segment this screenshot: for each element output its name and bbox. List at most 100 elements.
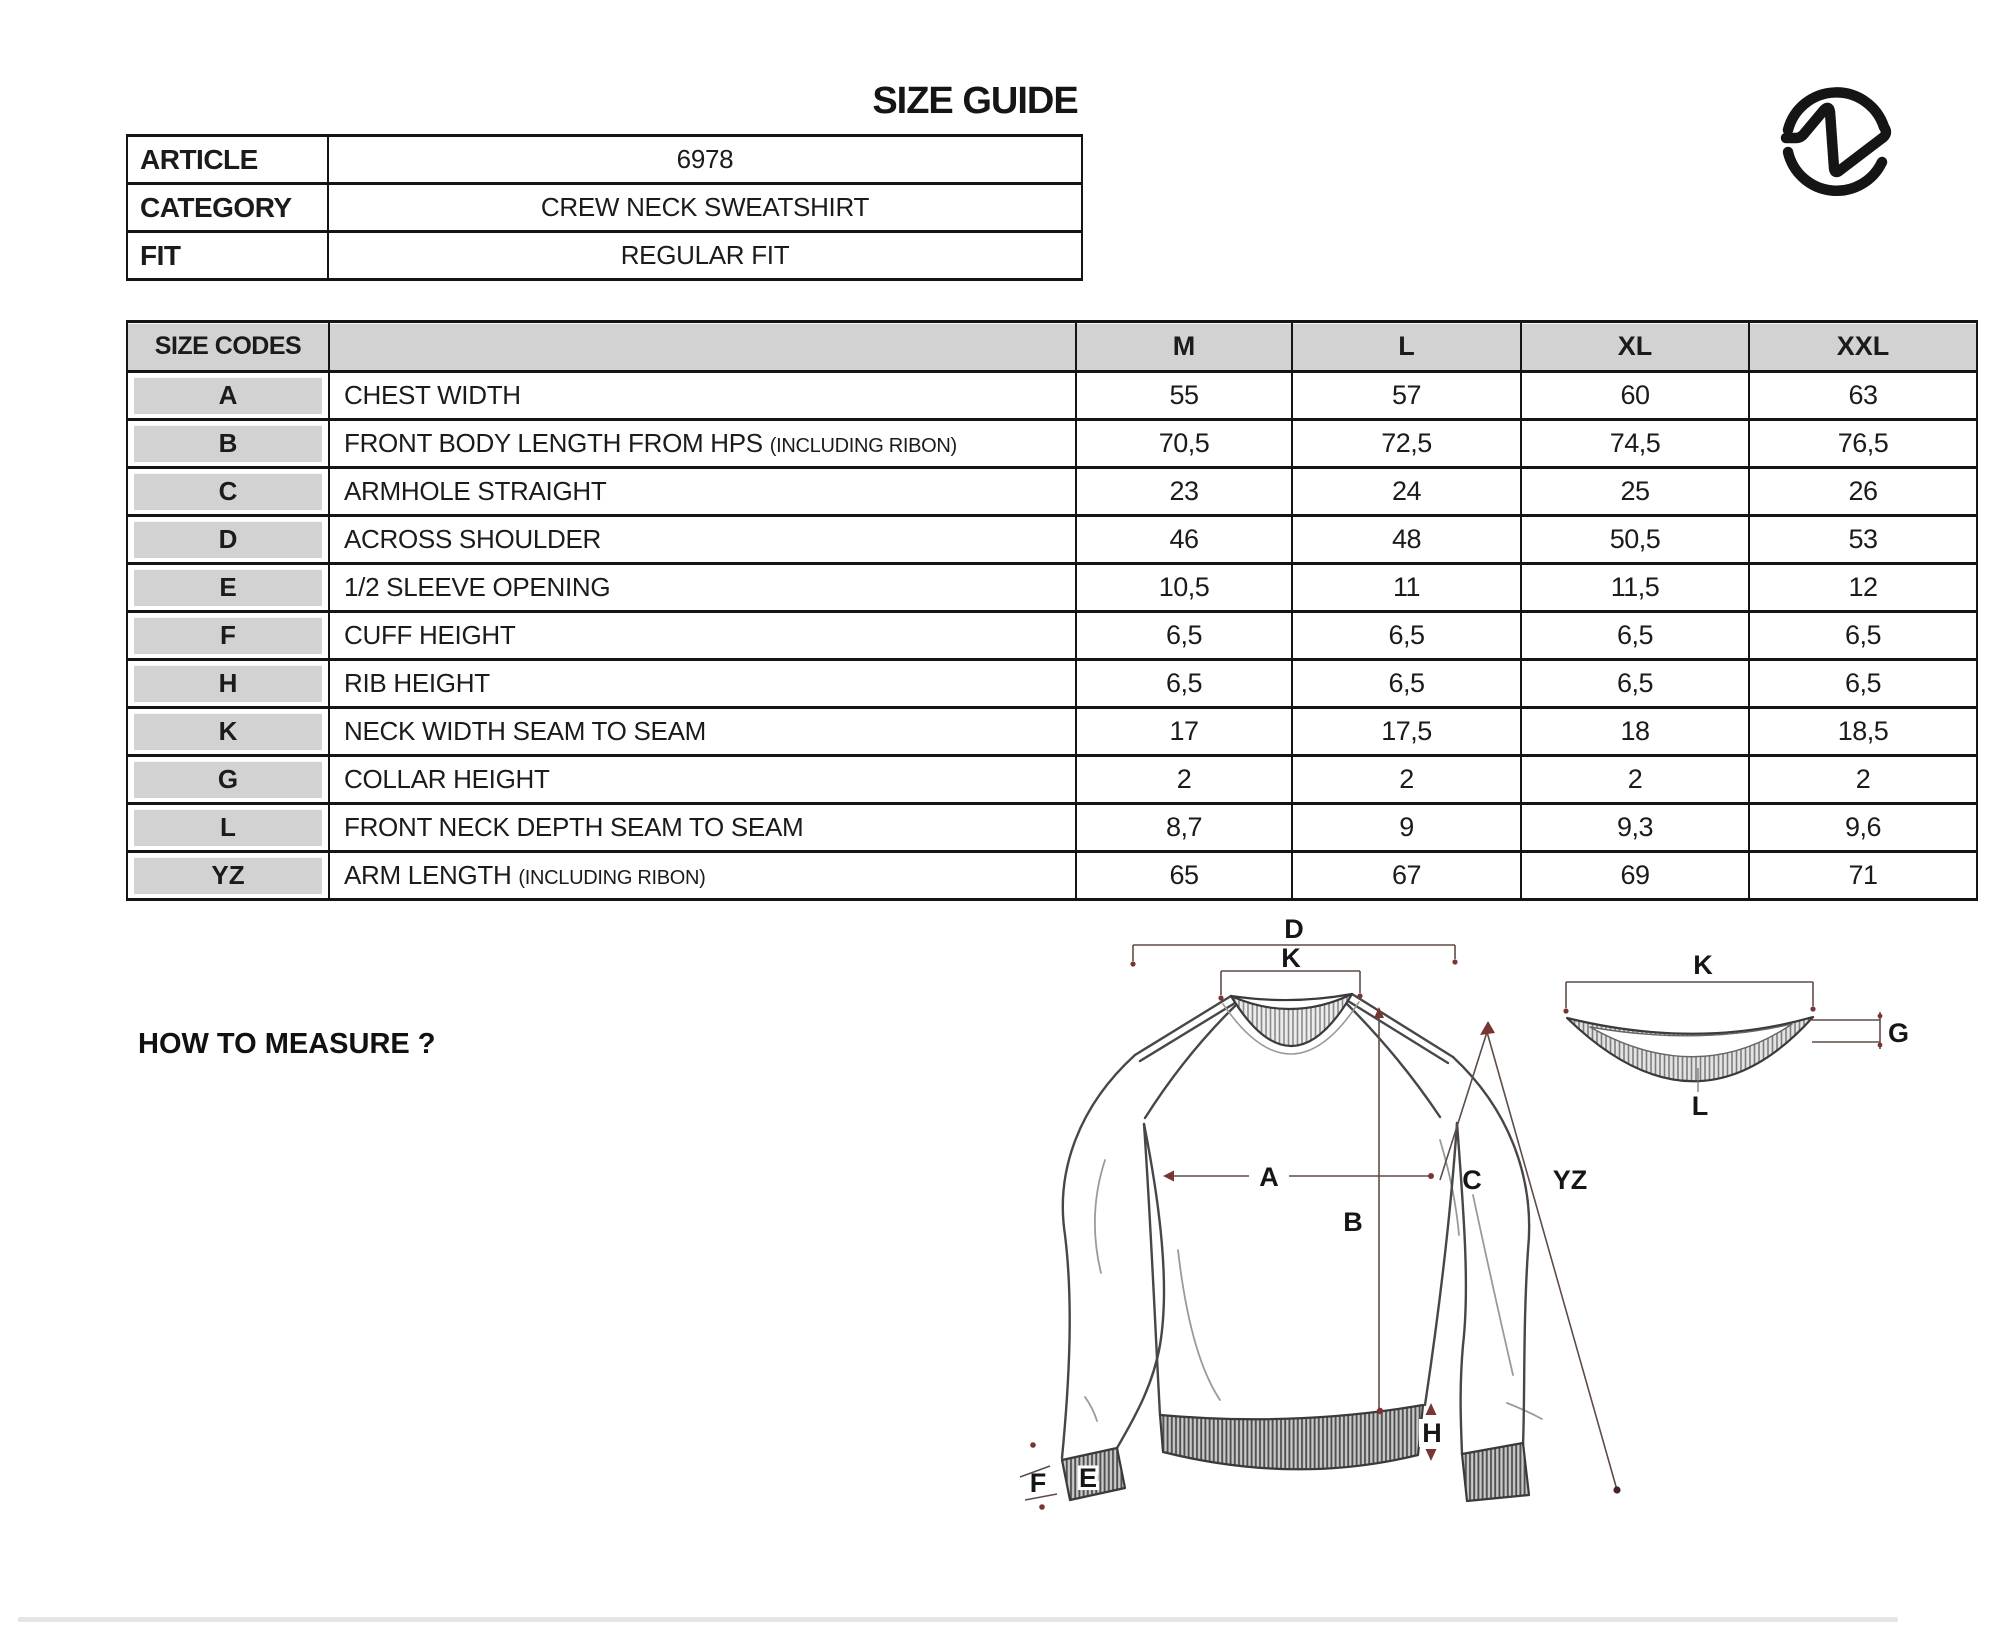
table-row: F CUFF HEIGHT 6,5 6,5 6,5 6,5	[126, 610, 1978, 661]
measure-desc-cell: ARM LENGTH (INCLUDING RIBON)	[328, 850, 1077, 901]
size-code-cell: D	[134, 521, 322, 558]
value-xxl: 76,5	[1748, 418, 1978, 469]
table-row: A CHEST WIDTH 55 57 60 63	[126, 370, 1978, 421]
measure-label-h: H	[1422, 1418, 1442, 1448]
value-l: 24	[1291, 466, 1522, 517]
collar-back-line	[1230, 992, 1353, 1002]
table-row: K NECK WIDTH SEAM TO SEAM 17 17,5 18 18,…	[126, 706, 1978, 757]
value-m: 17	[1075, 706, 1293, 757]
size-code-cell: YZ	[134, 857, 322, 894]
value-xl: 18	[1520, 706, 1750, 757]
value-m: 6,5	[1075, 610, 1293, 661]
value-xxl: 26	[1748, 466, 1978, 517]
measure-desc-cell: ACROSS SHOULDER	[328, 514, 1077, 565]
label-bg	[1419, 1419, 1445, 1447]
size-code-cell: K	[134, 713, 322, 750]
measure-desc-cell: 1/2 SLEEVE OPENING	[328, 562, 1077, 613]
table-row: H RIB HEIGHT 6,5 6,5 6,5 6,5	[126, 658, 1978, 709]
table-row: C ARMHOLE STRAIGHT 23 24 25 26	[126, 466, 1978, 517]
measure-desc-cell: CUFF HEIGHT	[328, 610, 1077, 661]
measure-label-yz: YZ	[1553, 1165, 1588, 1195]
size-code-cell: C	[134, 473, 322, 510]
value-l: 6,5	[1291, 610, 1522, 661]
size-code-cell: L	[134, 809, 322, 846]
info-label: FIT	[126, 230, 329, 281]
left-cuff-rib	[1060, 1446, 1127, 1502]
table-row: E 1/2 SLEEVE OPENING 10,5 11 11,5 12	[126, 562, 1978, 613]
value-m: 65	[1075, 850, 1293, 901]
value-xl: 11,5	[1520, 562, 1750, 613]
value-l: 9	[1291, 802, 1522, 853]
value-xxl: 9,6	[1748, 802, 1978, 853]
table-row: B FRONT BODY LENGTH FROM HPS (INCLUDING …	[126, 418, 1978, 469]
info-row: ARTICLE 6978	[126, 134, 1083, 185]
how-to-measure-heading: HOW TO MEASURE ?	[138, 1028, 436, 1060]
collar-label-g: G	[1888, 1018, 1909, 1048]
measurement-lines	[1019, 944, 1618, 1501]
value-xxl: 2	[1748, 754, 1978, 805]
measure-desc-cell: COLLAR HEIGHT	[328, 754, 1077, 805]
size-header-l: L	[1291, 320, 1522, 373]
size-code-cell: G	[134, 761, 322, 798]
value-xl: 74,5	[1520, 418, 1750, 469]
sweatshirt-diagram: D K A B C YZ H F E	[1019, 914, 1621, 1510]
value-l: 11	[1291, 562, 1522, 613]
scan-artifact-line	[18, 1617, 1898, 1622]
value-l: 17,5	[1291, 706, 1522, 757]
value-xxl: 53	[1748, 514, 1978, 565]
measure-label-b: B	[1343, 1207, 1363, 1237]
value-l: 57	[1291, 370, 1522, 421]
info-label: CATEGORY	[126, 182, 329, 233]
info-value: CREW NECK SWEATSHIRT	[327, 182, 1083, 233]
collar-opening	[1589, 1023, 1793, 1058]
size-header-m: M	[1075, 320, 1293, 373]
size-table-header-row: SIZE CODES M L XL XXL	[126, 320, 1978, 373]
sweatshirt-outline	[1060, 992, 1543, 1460]
size-code-cell: F	[134, 617, 322, 654]
value-m: 6,5	[1075, 658, 1293, 709]
measure-label-c: C	[1462, 1165, 1482, 1195]
table-row: L FRONT NECK DEPTH SEAM TO SEAM 8,7 9 9,…	[126, 802, 1978, 853]
ribbed-parts	[1060, 992, 1531, 1503]
size-code-cell: B	[134, 425, 322, 462]
info-row: CATEGORY CREW NECK SWEATSHIRT	[126, 182, 1083, 233]
label-bg	[1249, 1157, 1289, 1193]
collar-labels: K G L	[1692, 950, 1909, 1121]
info-value: 6978	[327, 134, 1083, 185]
measure-label-k: K	[1281, 943, 1301, 973]
value-xxl: 63	[1748, 370, 1978, 421]
measure-labels: D K A B C YZ H F E	[1030, 914, 1588, 1498]
right-cuff-rib	[1460, 1441, 1531, 1503]
value-xl: 2	[1520, 754, 1750, 805]
value-m: 55	[1075, 370, 1293, 421]
size-code-cell: H	[134, 665, 322, 702]
size-header-xl: XL	[1520, 320, 1750, 373]
page-title: SIZE GUIDE	[872, 80, 1078, 122]
collar-measure-markers	[1563, 1006, 1883, 1048]
info-row: FIT REGULAR FIT	[126, 230, 1083, 281]
collar-detail-diagram: K G L	[1563, 950, 1909, 1121]
value-xl: 9,3	[1520, 802, 1750, 853]
collar-measure-lines	[1565, 981, 1881, 1049]
measure-desc-cell: ARMHOLE STRAIGHT	[328, 466, 1077, 517]
value-l: 67	[1291, 850, 1522, 901]
size-code-cell: E	[134, 569, 322, 606]
value-l: 48	[1291, 514, 1522, 565]
value-xl: 60	[1520, 370, 1750, 421]
table-row: G COLLAR HEIGHT 2 2 2 2	[126, 754, 1978, 805]
value-xl: 6,5	[1520, 610, 1750, 661]
value-xl: 6,5	[1520, 658, 1750, 709]
value-xl: 50,5	[1520, 514, 1750, 565]
measure-desc-cell: NECK WIDTH SEAM TO SEAM	[328, 706, 1077, 757]
measure-desc-cell: FRONT NECK DEPTH SEAM TO SEAM	[328, 802, 1077, 853]
value-xxl: 71	[1748, 850, 1978, 901]
value-xxl: 6,5	[1748, 658, 1978, 709]
brand-logo	[1780, 87, 1892, 197]
size-header-xxl: XXL	[1748, 320, 1978, 373]
table-row: YZ ARM LENGTH (INCLUDING RIBON) 65 67 69…	[126, 850, 1978, 901]
measure-label-e: E	[1079, 1463, 1097, 1493]
size-codes-header: SIZE CODES	[126, 320, 330, 373]
value-m: 46	[1075, 514, 1293, 565]
value-m: 2	[1075, 754, 1293, 805]
